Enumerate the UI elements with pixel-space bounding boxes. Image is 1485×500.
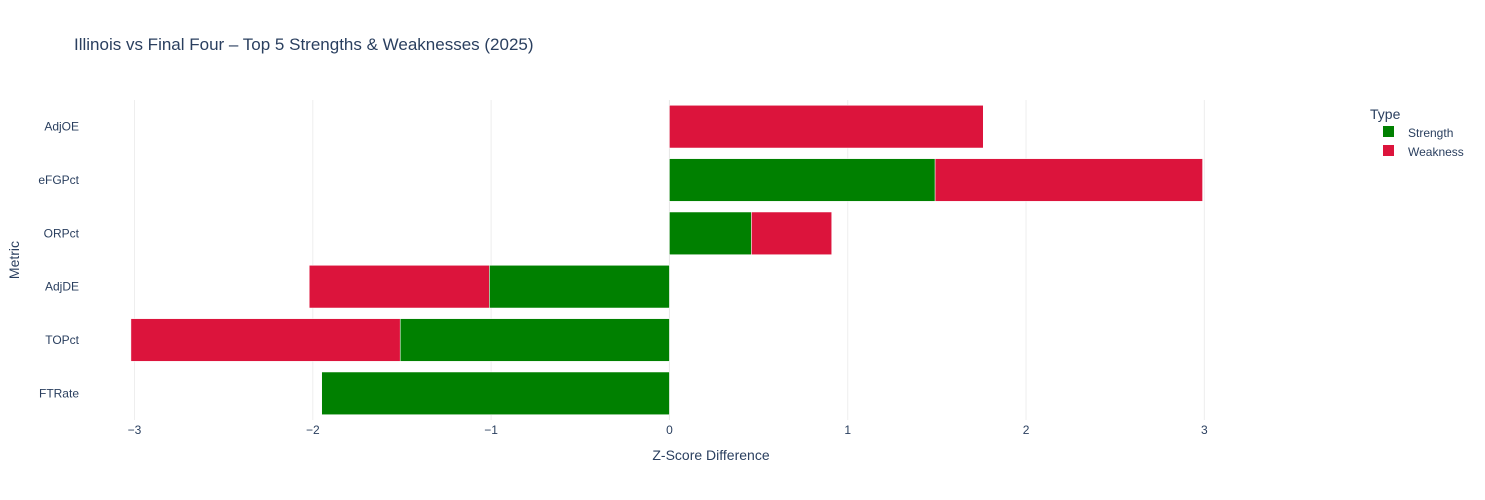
y-axis-title: Metric <box>6 241 22 279</box>
bar-strength-adjde[interactable] <box>489 265 670 309</box>
bar-weakness-adjoe[interactable] <box>669 105 984 149</box>
legend-label-strength: Strength <box>1408 126 1453 140</box>
bar-strength-orpct[interactable] <box>669 211 752 255</box>
bars <box>130 105 1203 415</box>
chart-title: Illinois vs Final Four – Top 5 Strengths… <box>74 35 534 54</box>
y-tick-label: FTRate <box>39 386 79 400</box>
y-tick-label: ORPct <box>44 226 80 240</box>
y-tick-label: TOPct <box>45 333 79 347</box>
y-tick-label: AdjOE <box>44 120 79 134</box>
y-tick-label: AdjDE <box>45 280 79 294</box>
legend-item-strength[interactable]: Strength <box>1383 126 1453 140</box>
y-tick-label: eFGPct <box>38 173 79 187</box>
bar-weakness-topct[interactable] <box>130 318 401 362</box>
x-axis-title: Z-Score Difference <box>652 447 769 463</box>
legend-item-weakness[interactable]: Weakness <box>1383 145 1464 159</box>
x-tick-label: −3 <box>128 423 142 437</box>
bar-weakness-orpct[interactable] <box>751 211 832 255</box>
x-tick-labels: −3 −2 −1 0 1 2 3 <box>128 423 1208 437</box>
bar-strength-ftrate[interactable] <box>321 371 670 415</box>
bar-weakness-adjde[interactable] <box>308 265 490 309</box>
bar-strength-efgpct[interactable] <box>669 158 936 202</box>
x-tick-label: 3 <box>1201 423 1208 437</box>
y-tick-labels: AdjOE eFGPct ORPct AdjDE TOPct FTRate <box>38 120 79 401</box>
x-tick-label: 1 <box>844 423 851 437</box>
legend[interactable]: Type Strength Weakness <box>1370 106 1464 159</box>
x-tick-label: 2 <box>1023 423 1030 437</box>
legend-swatch-weakness <box>1383 145 1394 156</box>
legend-swatch-strength <box>1383 126 1394 137</box>
legend-title: Type <box>1370 106 1401 122</box>
x-tick-label: −2 <box>306 423 320 437</box>
bar-strength-topct[interactable] <box>399 318 670 362</box>
x-tick-label: −1 <box>484 423 498 437</box>
x-tick-label: 0 <box>666 423 673 437</box>
legend-label-weakness: Weakness <box>1408 145 1464 159</box>
grid-lines <box>133 100 1205 420</box>
bar-weakness-efgpct[interactable] <box>934 158 1203 202</box>
